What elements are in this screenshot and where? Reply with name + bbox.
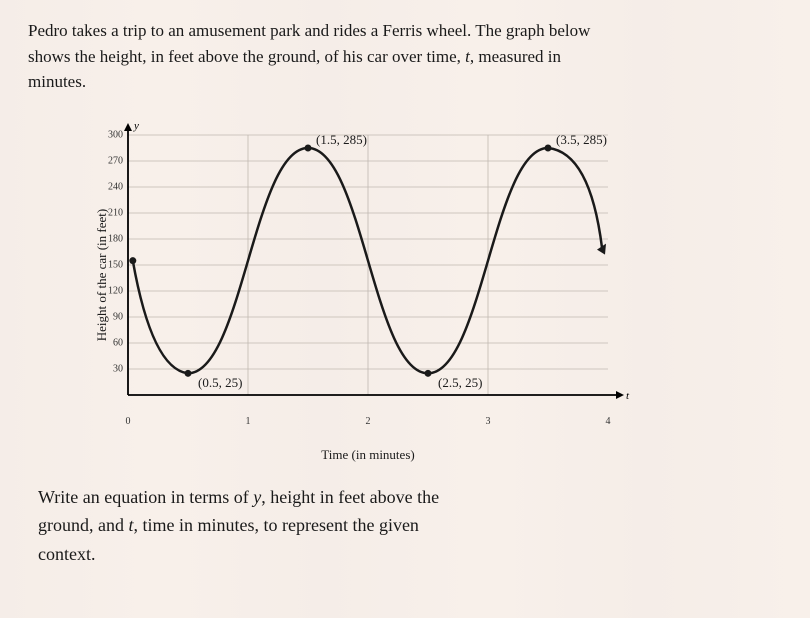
question-text: Write an equation in terms of y, height … (28, 483, 782, 569)
y-axis-label: Height of the car (in feet) (94, 208, 110, 340)
point-label: (2.5, 25) (438, 375, 482, 391)
problem-statement: Pedro takes a trip to an amusement park … (28, 18, 782, 95)
y-tick-label: 90 (113, 311, 123, 322)
point-label: (1.5, 285) (316, 132, 367, 148)
question-line1b: , height in feet above the (261, 487, 439, 507)
problem-line2a: shows the height, in feet above the grou… (28, 47, 465, 66)
point-label: (0.5, 25) (198, 375, 242, 391)
x-tick-label: 2 (366, 416, 371, 427)
question-line3: context. (38, 544, 95, 564)
y-tick-label: 270 (108, 155, 123, 166)
problem-line1: Pedro takes a trip to an amusement park … (28, 21, 590, 40)
x-tick-label: 3 (486, 416, 491, 427)
x-tick-label: 0 (126, 416, 131, 427)
svg-text:t: t (626, 390, 630, 402)
y-tick-label: 150 (108, 259, 123, 270)
x-axis-label: Time (in minutes) (321, 447, 414, 463)
y-tick-label: 30 (113, 363, 123, 374)
question-line2a: ground, and (38, 515, 128, 535)
question-line1a: Write an equation in terms of (38, 487, 253, 507)
problem-line3: minutes. (28, 72, 86, 91)
y-tick-label: 300 (108, 129, 123, 140)
y-tick-label: 120 (108, 285, 123, 296)
x-tick-label: 4 (606, 416, 611, 427)
question-line2b: , time in minutes, to represent the give… (134, 515, 419, 535)
point-label: (3.5, 285) (556, 132, 607, 148)
ferris-wheel-chart: yt Height of the car (in feet) Time (in … (58, 115, 678, 435)
y-tick-label: 210 (108, 207, 123, 218)
y-tick-label: 240 (108, 181, 123, 192)
problem-line2b: , measured in (470, 47, 561, 66)
svg-text:y: y (133, 120, 139, 132)
chart-svg: yt (58, 115, 678, 435)
x-tick-label: 1 (246, 416, 251, 427)
y-tick-label: 180 (108, 233, 123, 244)
y-tick-label: 60 (113, 337, 123, 348)
